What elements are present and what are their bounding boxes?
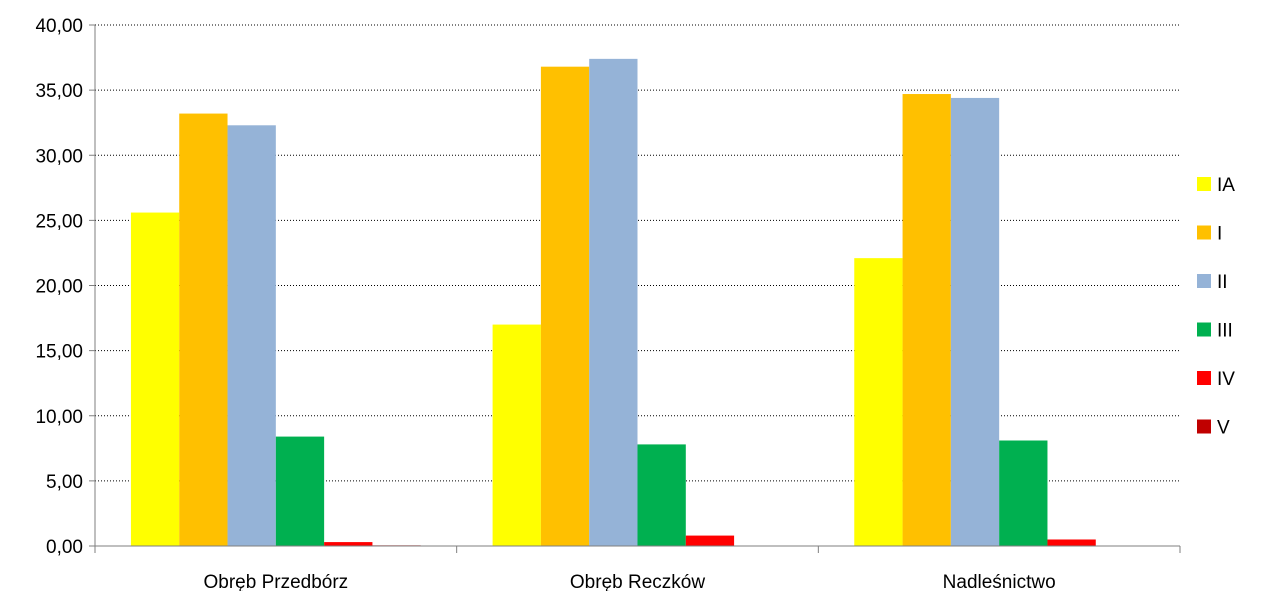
legend-label-ii: II: [1217, 272, 1228, 293]
legend-label-iii: III: [1217, 321, 1233, 342]
bar-ia: [130, 212, 180, 546]
legend-label-iv: IV: [1217, 369, 1235, 390]
y-tick-label: 10,00: [35, 407, 83, 428]
y-tick-labels: 0,00 5,00 10,00 15,00 20,00 25,00 30,00 35,00 40…: [35, 16, 83, 558]
bars: [130, 58, 1145, 547]
legend-label-ia: IA: [1217, 175, 1235, 196]
bar-iii: [999, 440, 1048, 546]
legend-swatch-i: [1197, 225, 1211, 240]
bar-ia: [854, 258, 903, 546]
x-category-label: Obręb Przedbórz: [203, 572, 348, 591]
legend-swatch-ii: [1197, 274, 1211, 288]
bar-i: [902, 94, 951, 546]
bar-ia: [492, 324, 541, 546]
legend-swatch-ia: [1197, 177, 1211, 191]
axes: [89, 24, 1181, 553]
bar-iv: [685, 535, 735, 546]
x-category-label: Nadleśnictwo: [943, 572, 1056, 591]
bar-iv: [324, 542, 373, 546]
legend-label-i: I: [1217, 224, 1222, 245]
bar-i: [540, 66, 590, 547]
y-tick-label: 30,00: [35, 146, 83, 167]
legend-swatch-v: [1197, 419, 1211, 434]
x-tick-labels: Obręb Przedbórz Obręb Reczków Nadleśnictwo: [203, 572, 1055, 591]
y-tick-label: 25,00: [35, 211, 83, 232]
y-tick-label: 35,00: [35, 81, 83, 102]
bar-ii: [950, 97, 1000, 546]
bar-i: [179, 113, 228, 546]
bar-iii: [637, 444, 686, 546]
bar-ii: [589, 58, 638, 547]
legend-swatch-iv: [1197, 371, 1211, 385]
y-tick-label: 15,00: [35, 342, 83, 363]
legend-swatch-iii: [1197, 322, 1211, 337]
bar-ii: [227, 125, 276, 546]
y-tick-label: 20,00: [35, 277, 83, 298]
y-tick-label: 0,00: [46, 537, 83, 558]
bar-iv: [1047, 539, 1096, 546]
x-category-label: Obręb Reczków: [570, 572, 705, 591]
y-tick-label: 40,00: [35, 16, 83, 37]
bar-iii: [275, 436, 325, 546]
legend-label-v: V: [1217, 418, 1230, 439]
y-tick-label: 5,00: [46, 472, 83, 493]
